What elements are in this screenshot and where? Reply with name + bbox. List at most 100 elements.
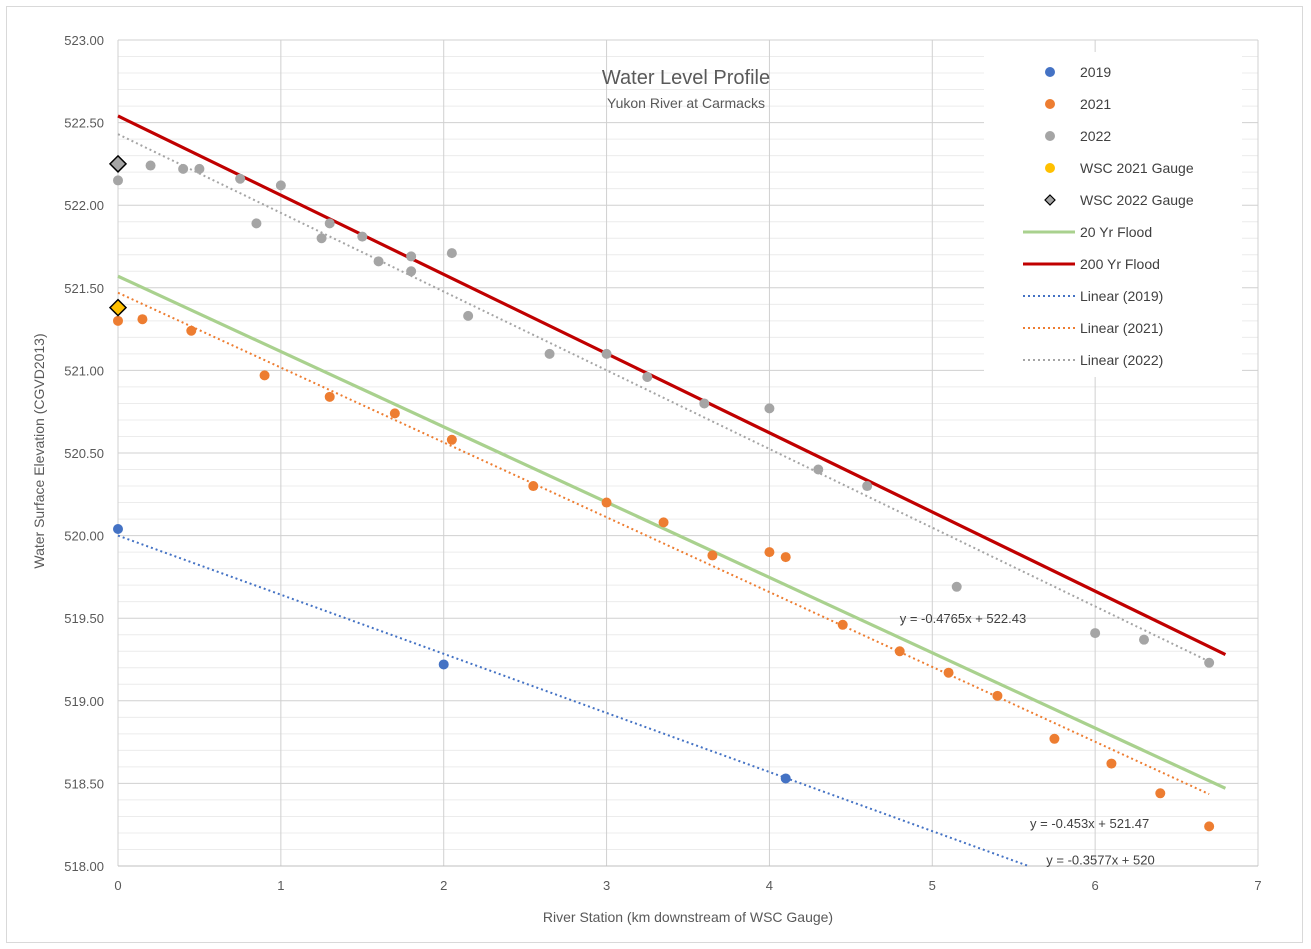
trendline-linear-2019 [117, 534, 1029, 867]
x-tick-label: 0 [114, 878, 121, 893]
x-tick-label: 4 [766, 878, 773, 893]
y-tick-label: 521.00 [64, 363, 104, 378]
legend-swatch-wsc-2022-gauge [1044, 194, 1056, 206]
point-2021 [389, 408, 400, 419]
point-2021 [137, 314, 148, 325]
point-2021 [113, 315, 123, 326]
point-2022 [813, 464, 824, 475]
point-2022 [699, 398, 710, 409]
axis-ticks: 518.00 518.50 519.00 519.50 520.00 520.50 521.… [64, 33, 1261, 893]
point-2019 [780, 773, 791, 784]
x-tick-label: 3 [603, 878, 610, 893]
x-tick-label: 7 [1254, 878, 1261, 893]
trend-equation-label: y = -0.453x + 521.47 [1030, 816, 1149, 831]
point-2021 [707, 550, 718, 561]
point-2022 [764, 403, 775, 414]
point-2022 [113, 175, 123, 186]
y-tick-label: 518.00 [64, 859, 104, 874]
point-2021 [1155, 788, 1166, 799]
y-tick-label: 521.50 [64, 281, 104, 296]
point-wsc-2021-gauge [108, 298, 128, 317]
point-2019 [438, 659, 449, 670]
legend-label-2022: 2022 [1080, 128, 1111, 144]
point-2022 [601, 348, 612, 359]
x-tick-label: 2 [440, 878, 447, 893]
y-axis-title: Water Surface Elevation (CGVD2013) [31, 333, 47, 568]
point-2021 [1049, 733, 1060, 744]
trend-equation-label: y = -0.4765x + 522.43 [900, 611, 1026, 626]
point-2021 [601, 497, 612, 508]
chart-title: Water Level Profile [602, 67, 770, 89]
legend-label-wsc-2021-gauge: WSC 2021 Gauge [1080, 160, 1194, 176]
point-2021 [324, 391, 335, 402]
series-layer [108, 114, 1227, 867]
legend-label-200-yr-flood: 200 Yr Flood [1080, 256, 1160, 272]
legend-label-wsc-2022-gauge: WSC 2022 Gauge [1080, 192, 1194, 208]
point-2022 [446, 248, 457, 259]
point-2021 [528, 481, 539, 492]
x-tick-label: 5 [929, 878, 936, 893]
legend-label-20-yr-flood: 20 Yr Flood [1080, 224, 1152, 240]
point-2022 [463, 310, 474, 321]
point-2022 [324, 218, 335, 229]
x-tick-label: 1 [277, 878, 284, 893]
point-2021 [446, 434, 457, 445]
point-2022 [275, 180, 286, 191]
series-line-200-yr-flood [117, 114, 1227, 656]
legend-label-linear-2021: Linear (2021) [1080, 320, 1163, 336]
trendline-linear-2021 [117, 291, 1210, 796]
point-wsc-2022-gauge [108, 154, 128, 173]
point-2022 [862, 481, 873, 492]
legend-swatch-2019 [1045, 67, 1055, 77]
point-2021 [894, 646, 905, 657]
point-2022 [251, 218, 262, 229]
point-2022 [145, 160, 156, 171]
trend-equations: y = -0.4765x + 522.43 y = -0.453x + 521.4… [900, 611, 1155, 867]
point-2022 [373, 256, 384, 267]
point-2021 [764, 547, 775, 558]
point-2021 [780, 552, 791, 563]
point-2021 [186, 325, 197, 336]
legend-label-2021: 2021 [1080, 96, 1111, 112]
point-2021 [259, 370, 270, 381]
point-2022 [178, 163, 189, 174]
point-2022 [316, 233, 327, 244]
legend-background [984, 52, 1242, 377]
point-2019 [113, 523, 123, 534]
point-2022 [235, 173, 246, 184]
y-tick-label: 522.50 [64, 116, 104, 131]
legend-label-linear-2019: Linear (2019) [1080, 288, 1163, 304]
y-tick-label: 519.00 [64, 694, 104, 709]
point-2022 [357, 231, 368, 242]
point-2022 [544, 348, 555, 359]
legend-swatch-2022 [1045, 131, 1055, 141]
grid [117, 39, 1259, 867]
point-2022 [1139, 634, 1149, 645]
legend-swatch-wsc-2021-gauge [1045, 163, 1055, 173]
point-2022 [1204, 657, 1215, 668]
trendline-linear-2022 [117, 133, 1210, 663]
chart-subtitle: Yukon River at Carmacks [607, 95, 765, 111]
y-tick-label: 523.00 [64, 33, 104, 48]
x-axis-title: River Station (km downstream of WSC Gaug… [543, 909, 833, 925]
series-line-20-yr-flood [117, 274, 1227, 790]
point-2022 [406, 266, 417, 277]
point-2021 [1106, 758, 1117, 769]
point-2021 [992, 690, 1003, 701]
trend-equation-label: y = -0.3577x + 520 [1046, 852, 1154, 867]
point-2021 [1204, 821, 1215, 832]
legend-label-linear-2022: Linear (2022) [1080, 352, 1163, 368]
y-tick-label: 519.50 [64, 611, 104, 626]
x-tick-label: 6 [1092, 878, 1099, 893]
y-tick-label: 518.50 [64, 776, 104, 791]
legend-label-2019: 2019 [1080, 64, 1111, 80]
point-2022 [951, 581, 962, 592]
y-tick-label: 520.50 [64, 446, 104, 461]
point-2022 [194, 163, 205, 174]
point-2022 [642, 372, 653, 383]
point-2021 [658, 517, 669, 528]
legend: 2019 2021 2022 WSC 2021 Gauge WSC 2022 Gauge… [984, 52, 1242, 377]
point-2022 [406, 251, 417, 262]
y-tick-label: 522.00 [64, 198, 104, 213]
